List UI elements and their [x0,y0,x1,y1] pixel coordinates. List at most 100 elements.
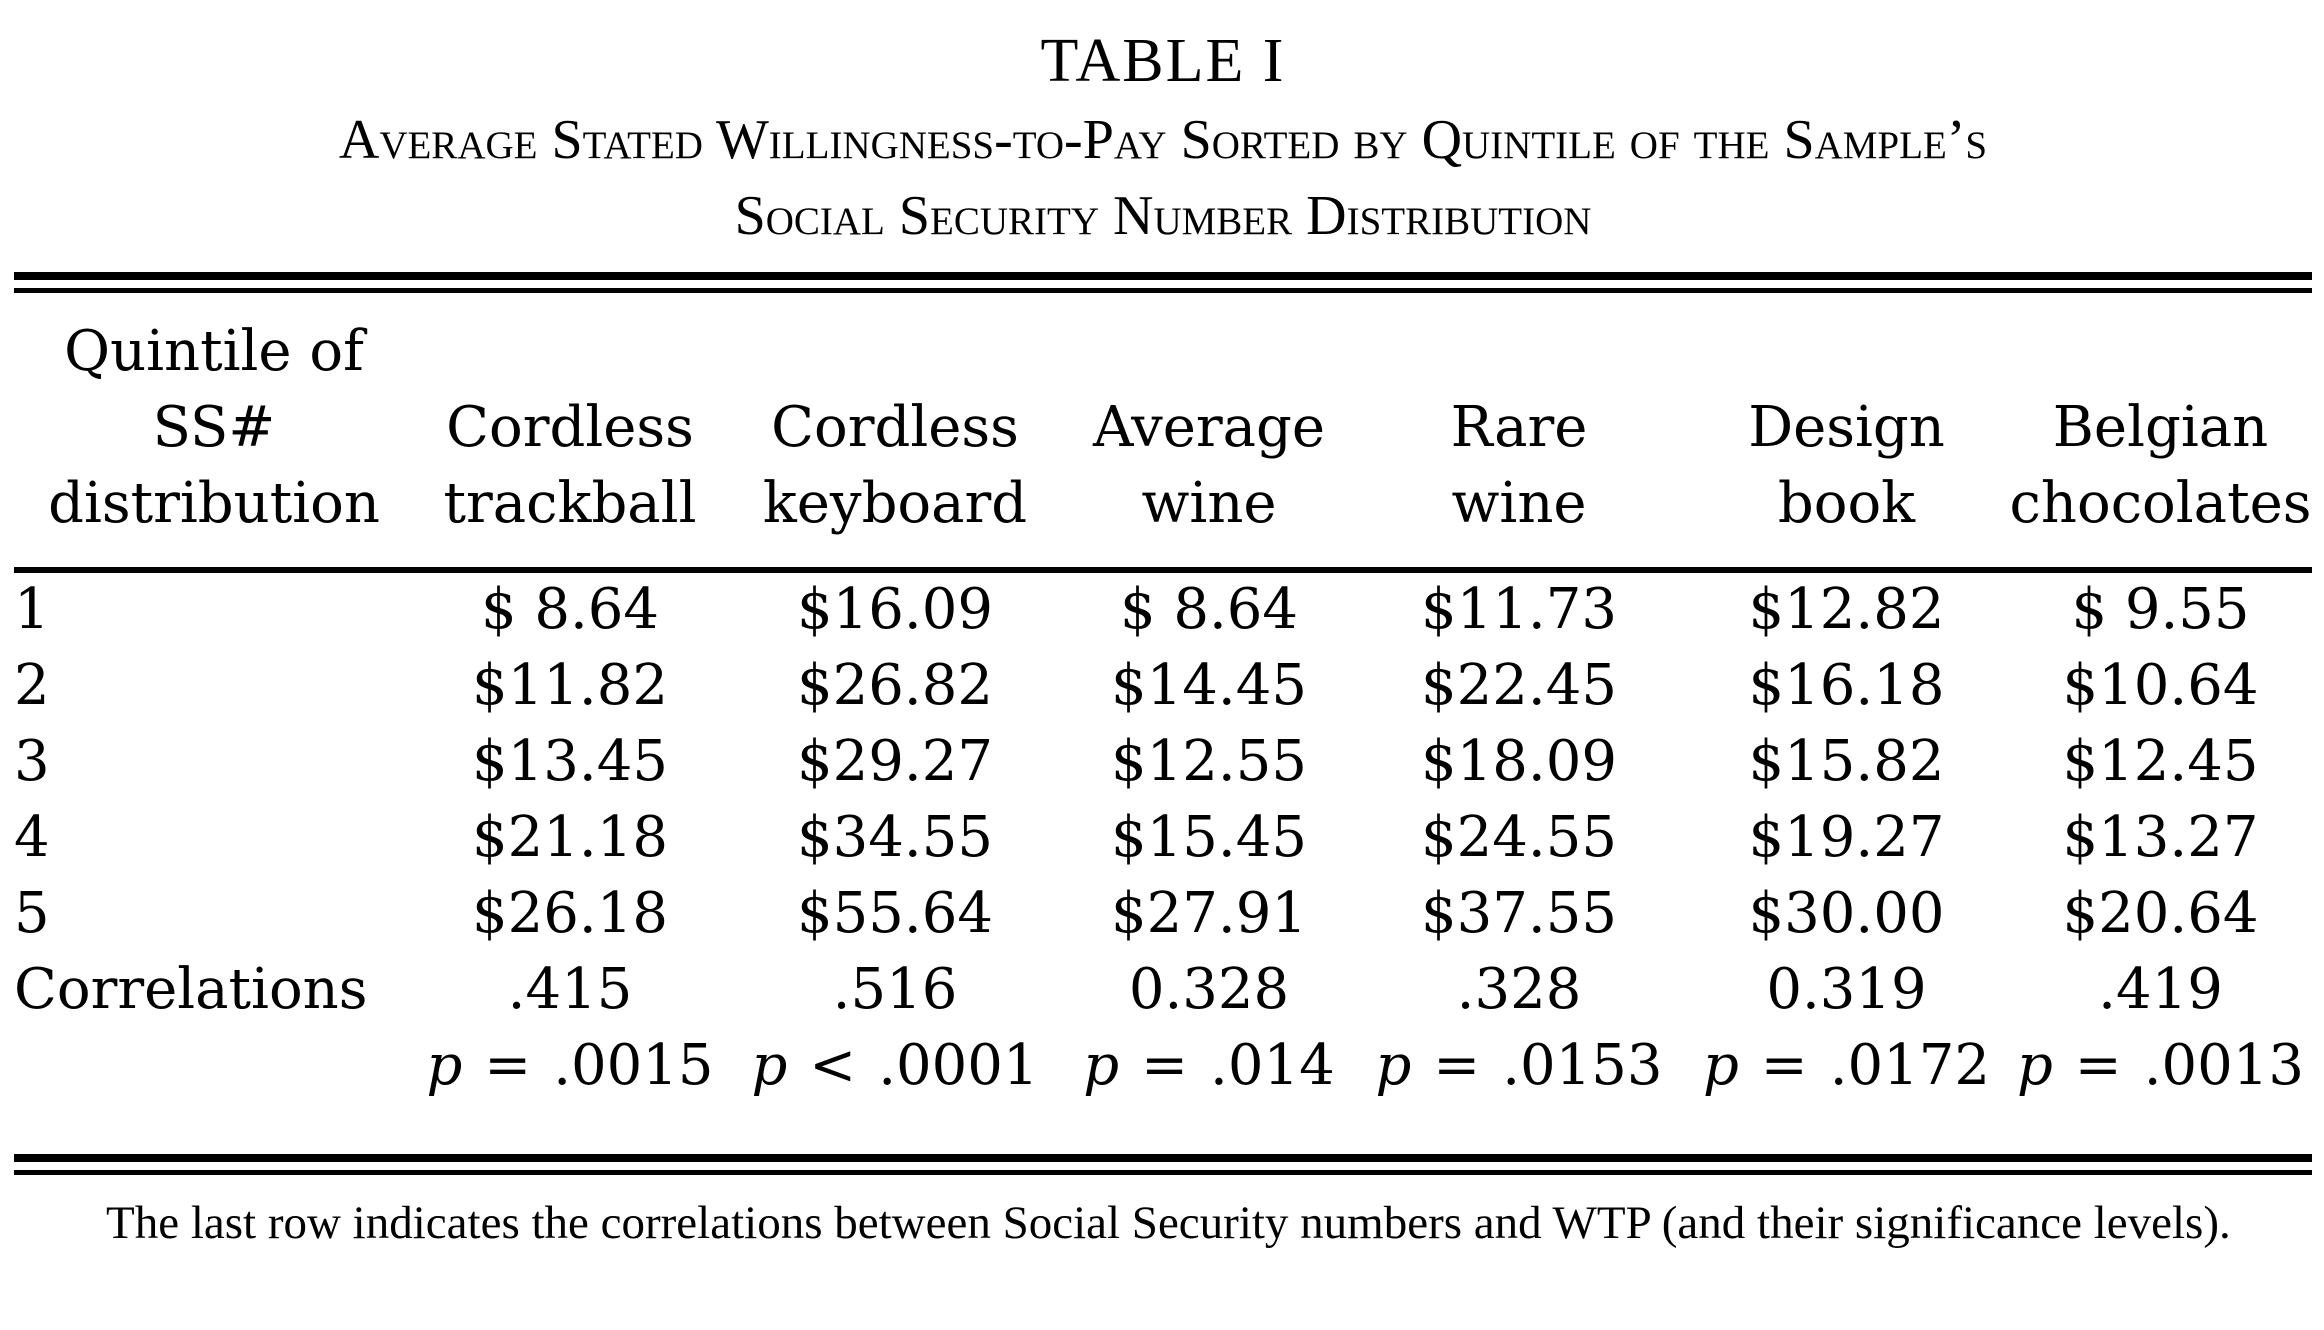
table-cell: $11.73 [1354,542,1684,648]
row-label: 4 [14,800,414,876]
header-column: Design book [1684,314,2009,542]
table-cell: 0.319 [1684,952,2009,1028]
table-row: 4 $21.18 $34.55 $15.45 $24.55 $19.27 $13.27 [14,800,2312,876]
p-operator: = [2075,1033,2122,1098]
table-cell: $14.45 [1064,648,1354,724]
p-symbol: p [1083,1033,1119,1098]
p-operator: < [809,1033,856,1098]
table-cell: $16.18 [1684,648,2009,724]
p-operator: = [1141,1033,1188,1098]
header-line: wine [1064,466,1354,542]
p-value-cell: p = .0015 [414,1028,726,1104]
table-cell: .419 [2009,952,2312,1028]
top-double-rule [14,272,2312,293]
row-label: Correlations [14,952,414,1028]
bottom-double-rule [14,1154,2312,1175]
empty-cell [14,1028,414,1104]
table-cell: $12.45 [2009,724,2312,800]
p-value: .0001 [878,1033,1038,1098]
table-subtitle: Average Stated Willingness-to-Pay Sorted… [14,102,2312,254]
table-cell: $13.45 [414,724,726,800]
table-cell: $13.27 [2009,800,2312,876]
table-cell: 0.328 [1064,952,1354,1028]
header-line: keyboard [726,466,1064,542]
row-label: 1 [14,542,414,648]
table-cell: $10.64 [2009,648,2312,724]
row-label: 3 [14,724,414,800]
table-row: 5 $26.18 $55.64 $27.91 $37.55 $30.00 $20.64 [14,876,2312,952]
header-line: SS# [14,390,414,466]
header-line: Belgian [2009,390,2312,466]
header-line: book [1684,466,2009,542]
p-operator: = [1761,1033,1808,1098]
table-cell: $16.09 [726,542,1064,648]
p-symbol: p [1703,1033,1739,1098]
p-value-cell: p = .0013 [2009,1028,2312,1104]
table-cell: $ 8.64 [414,542,726,648]
header-line: wine [1354,466,1684,542]
table-page: TABLE I Average Stated Willingness-to-Pa… [14,0,2312,254]
p-symbol: p [426,1033,462,1098]
table-row: 2 $11.82 $26.82 $14.45 $22.45 $16.18 $10.64 [14,648,2312,724]
table-cell: $22.45 [1354,648,1684,724]
p-value-row: p = .0015 p < .0001 p = .014 p = .0153 p = .0172 p = .001… [14,1028,2312,1104]
p-value-cell: p = .014 [1064,1028,1354,1104]
table-cell: $21.18 [414,800,726,876]
p-symbol: p [2017,1033,2053,1098]
p-value-cell: p = .0153 [1354,1028,1684,1104]
header-row: Quintile of SS# distribution Cordless trackb… [14,314,2312,542]
p-value: .0153 [1502,1033,1662,1098]
p-value-cell: p = .0172 [1684,1028,2009,1104]
header-line: Quintile of [14,314,414,390]
table-cell: $27.91 [1064,876,1354,952]
p-symbol: p [751,1033,787,1098]
table-cell: $12.82 [1684,542,2009,648]
header-line: Cordless [414,390,726,466]
table-row: Correlations .415 .516 0.328 .328 0.319 .419 [14,952,2312,1028]
table-cell: $34.55 [726,800,1064,876]
table-cell: .516 [726,952,1064,1028]
table-subtitle-line-1: Average Stated Willingness-to-Pay Sorted… [14,102,2312,178]
table-cell: $20.64 [2009,876,2312,952]
table-cell: $11.82 [414,648,726,724]
table-subtitle-line-2: Social Security Number Distribution [14,178,2312,254]
p-operator: = [484,1033,531,1098]
table-cell: .328 [1354,952,1684,1028]
header-line: distribution [14,466,414,542]
table-cell: $26.18 [414,876,726,952]
header-quintile: Quintile of SS# distribution [14,314,414,542]
p-value: .0013 [2144,1033,2304,1098]
header-column: Average wine [1064,314,1354,542]
table-cell: $15.45 [1064,800,1354,876]
table-cell: $18.09 [1354,724,1684,800]
table-cell: $ 8.64 [1064,542,1354,648]
header-column: Belgian chocolates [2009,314,2312,542]
table-note: The last row indicates the correlations … [14,1195,2312,1251]
header-line: chocolates [2009,466,2312,542]
p-value-cell: p < .0001 [726,1028,1064,1104]
header-line: Cordless [726,390,1064,466]
p-symbol: p [1375,1033,1411,1098]
wtp-table: Quintile of SS# distribution Cordless trackb… [14,314,2312,1104]
table-cell: $37.55 [1354,876,1684,952]
p-value: .0172 [1830,1033,1990,1098]
p-value: .014 [1210,1033,1335,1098]
header-line: Rare [1354,390,1684,466]
p-operator: = [1433,1033,1480,1098]
table-cell: $ 9.55 [2009,542,2312,648]
header-line: Design [1684,390,2009,466]
header-column: Cordless trackball [414,314,726,542]
table-cell: $55.64 [726,876,1064,952]
header-rule [14,567,2312,573]
header-column: Rare wine [1354,314,1684,542]
table-cell: .415 [414,952,726,1028]
table-title: TABLE I [14,30,2312,92]
row-label: 2 [14,648,414,724]
table-cell: $30.00 [1684,876,2009,952]
header-column: Cordless keyboard [726,314,1064,542]
table-cell: $29.27 [726,724,1064,800]
table-row: 3 $13.45 $29.27 $12.55 $18.09 $15.82 $12.45 [14,724,2312,800]
table-cell: $19.27 [1684,800,2009,876]
header-line: Average [1064,390,1354,466]
table-cell: $26.82 [726,648,1064,724]
